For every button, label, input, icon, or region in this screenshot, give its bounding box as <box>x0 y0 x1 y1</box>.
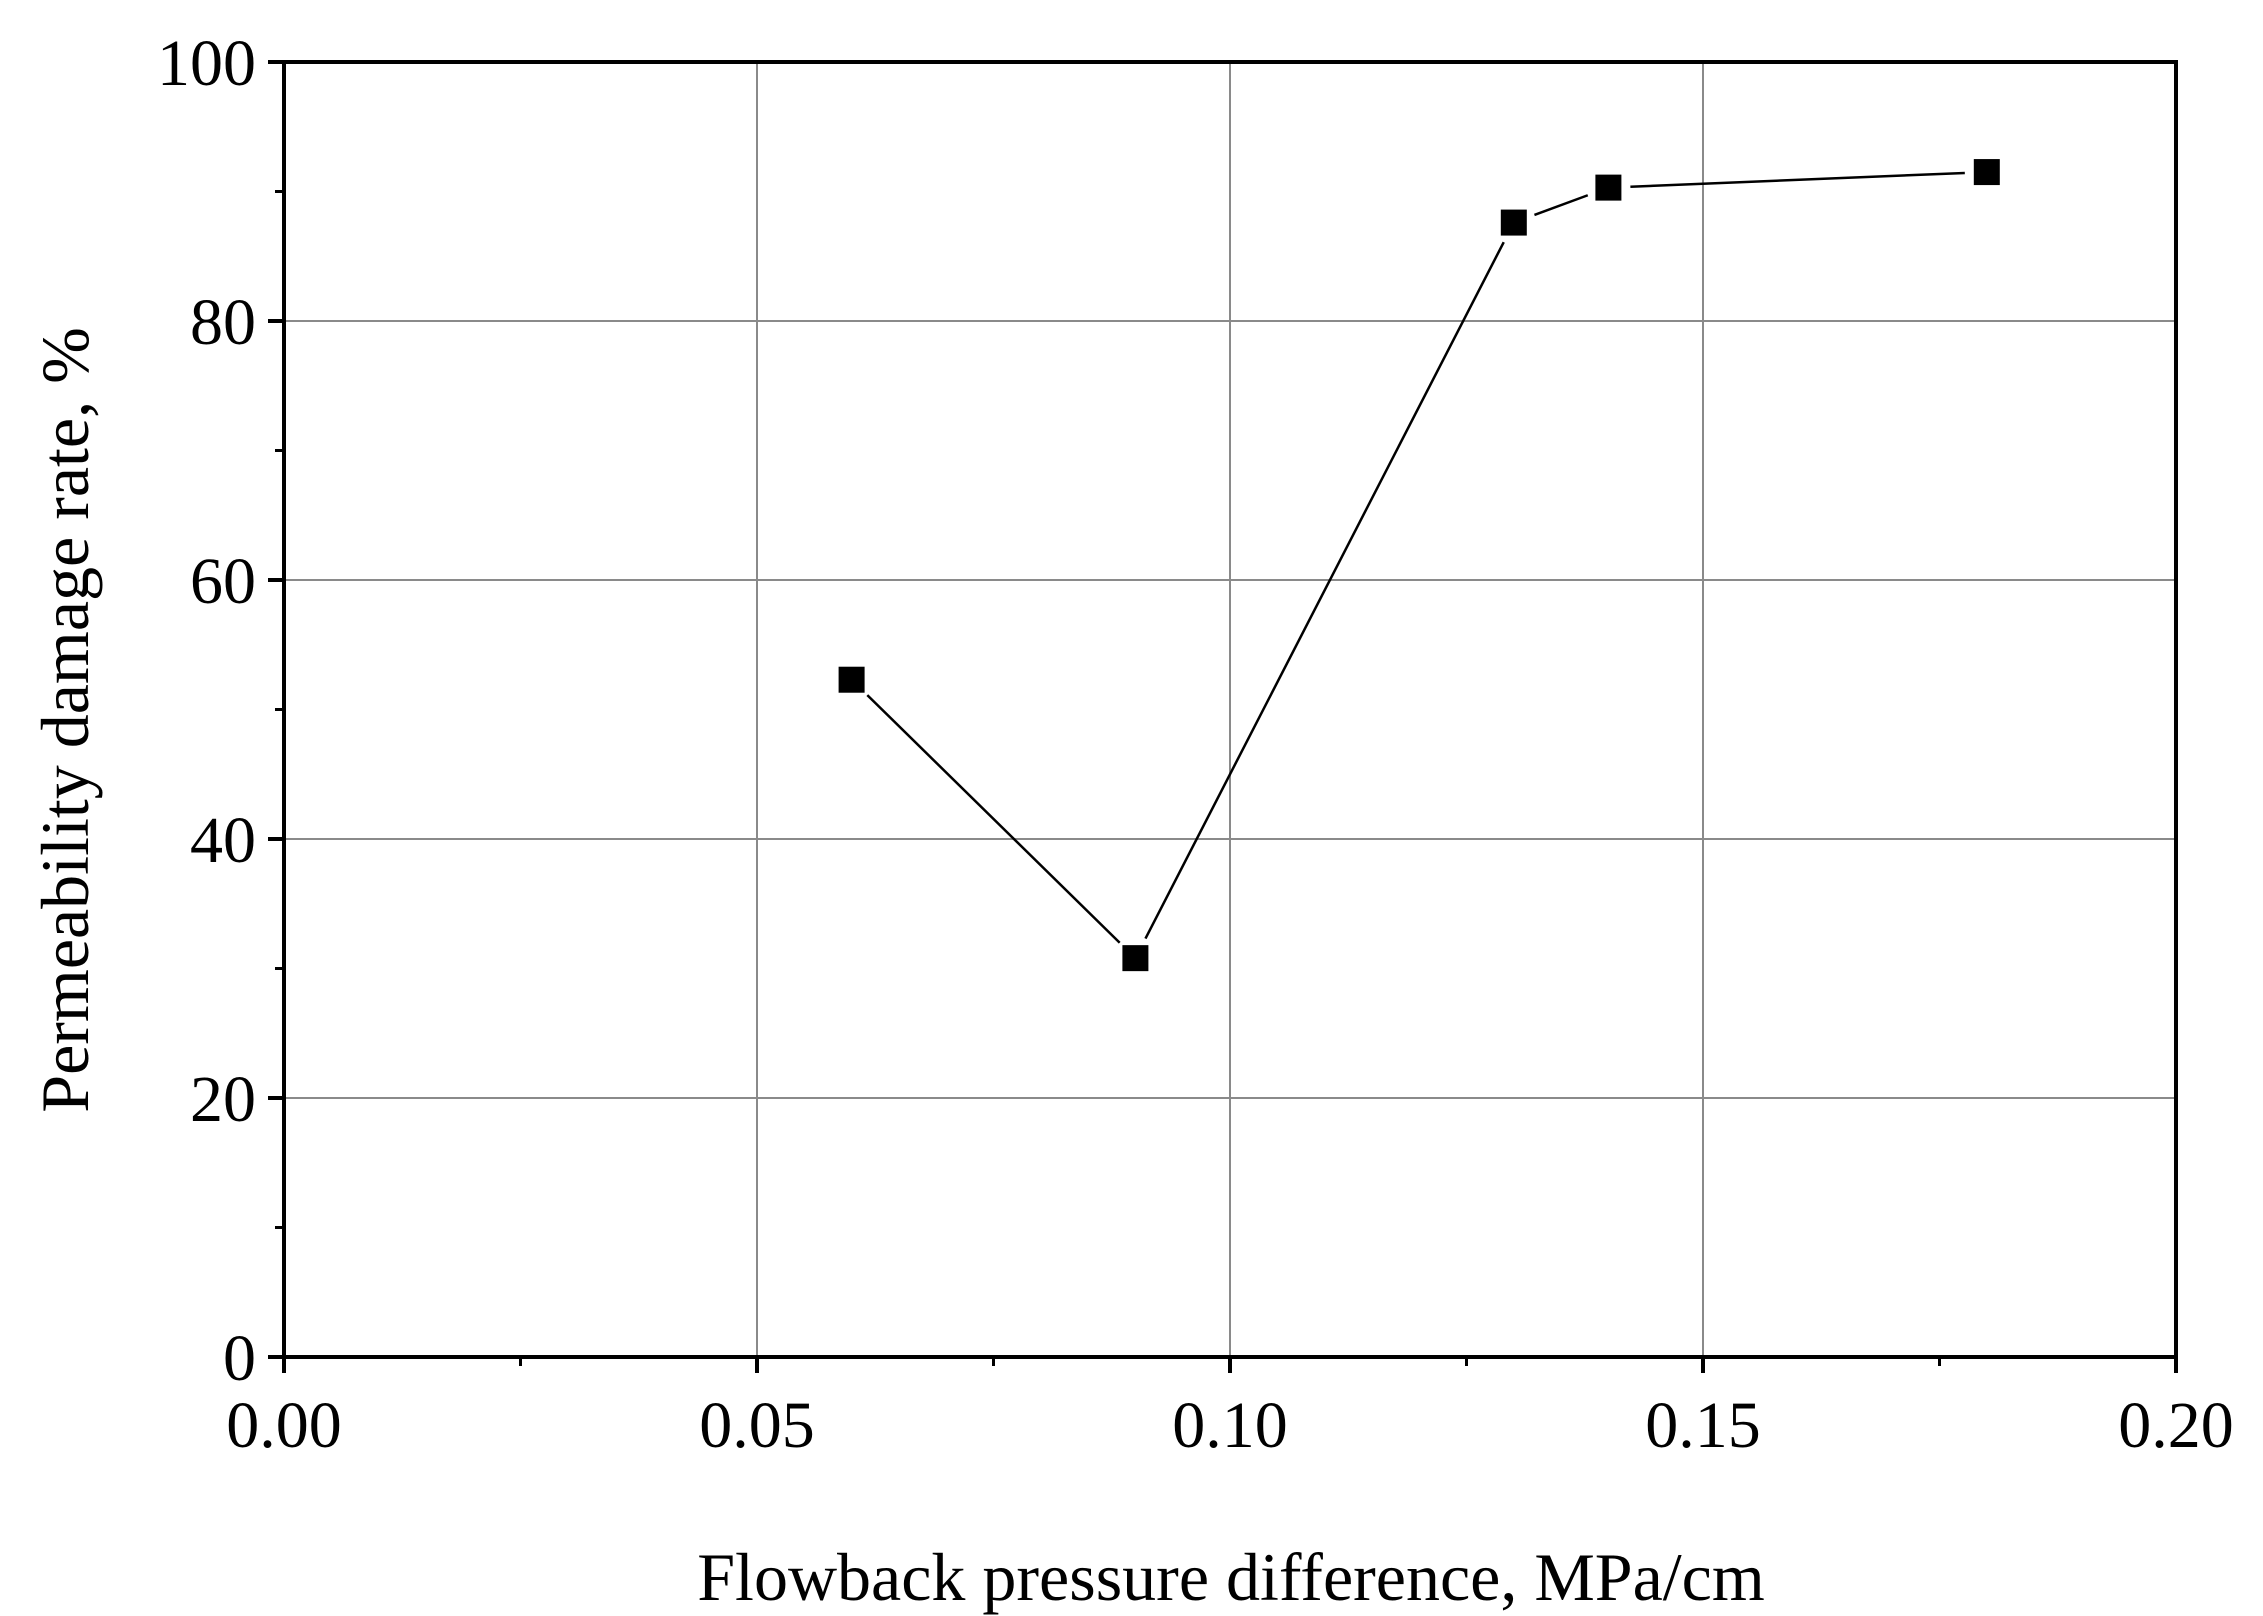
x-tick-label: 0.05 <box>699 1389 815 1462</box>
data-point-marker <box>838 666 865 693</box>
grid <box>284 62 2176 1357</box>
series-line-segment <box>866 694 1121 944</box>
data-point-marker <box>1973 159 2000 186</box>
axes <box>268 60 2178 1373</box>
series-line-segment <box>1144 241 1505 940</box>
y-tick-label: 40 <box>190 804 256 877</box>
y-tick-label: 100 <box>157 27 256 100</box>
series-line-segment <box>1534 194 1589 217</box>
y-tick-label: 80 <box>190 286 256 359</box>
data-point-marker <box>1500 209 1527 236</box>
y-tick-label: 20 <box>190 1063 256 1136</box>
data-point-marker <box>1595 174 1622 201</box>
series-line-segment <box>1630 171 1965 188</box>
x-tick-label: 0.10 <box>1172 1389 1288 1462</box>
x-tick-label: 0.15 <box>1645 1389 1761 1462</box>
data-point-marker <box>1122 945 1149 972</box>
series <box>838 159 2000 972</box>
x-axis-title: Flowback pressure difference, MPa/cm <box>697 1539 1765 1615</box>
y-tick-label: 0 <box>223 1322 256 1395</box>
y-axis-title: Permeability damage rate, % <box>27 327 103 1112</box>
y-tick-label: 60 <box>190 545 256 618</box>
x-tick-label: 0.20 <box>2118 1389 2234 1462</box>
x-tick-label: 0.00 <box>226 1389 342 1462</box>
tick-labels: 0.00 0.05 0.10 0.15 0.20 0 20 40 60 80 100 <box>157 27 2234 1462</box>
